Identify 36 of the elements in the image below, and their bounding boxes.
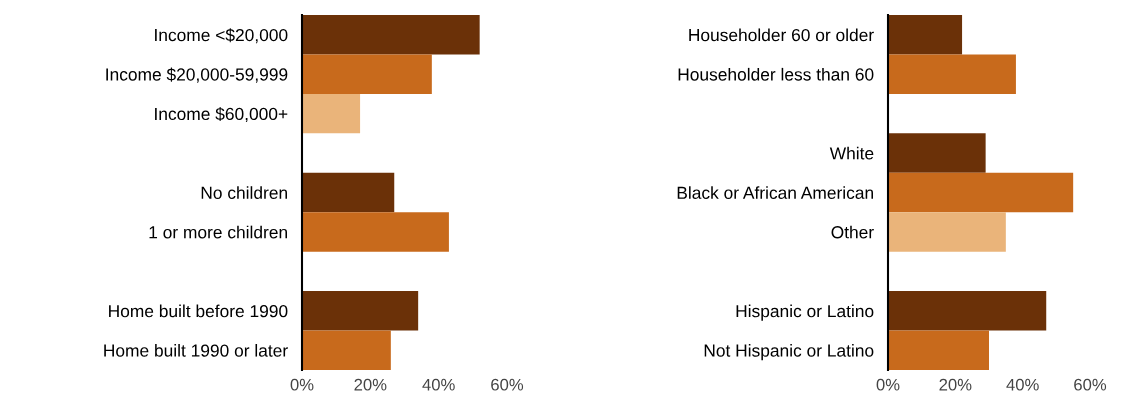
y-tick-label: Black or African American bbox=[677, 186, 873, 199]
bar bbox=[302, 212, 449, 252]
bar bbox=[302, 291, 419, 331]
y-tick-label: Householder 60 or older bbox=[689, 28, 874, 42]
bar bbox=[888, 291, 1047, 331]
bar bbox=[888, 133, 986, 173]
bar bbox=[888, 212, 1006, 252]
bar bbox=[888, 172, 1074, 213]
x-tick-label: 40% bbox=[422, 378, 455, 391]
bar bbox=[302, 54, 432, 94]
bar bbox=[888, 330, 989, 370]
bar bbox=[302, 172, 395, 213]
y-tick-label: No children bbox=[201, 186, 287, 199]
y-tick-label: Home built 1990 or later bbox=[104, 343, 288, 357]
x-tick-label: 60% bbox=[491, 378, 524, 391]
x-tick-label: 0% bbox=[876, 378, 900, 391]
bar bbox=[302, 330, 391, 370]
x-tick-label: 20% bbox=[939, 378, 972, 391]
y-tick-label: 1 or more children bbox=[149, 225, 287, 239]
bar bbox=[302, 93, 361, 134]
x-tick-label: 60% bbox=[1074, 378, 1107, 391]
y-tick-label: Income $60,000+ bbox=[155, 107, 288, 123]
y-tick-label: Home built before 1990 bbox=[109, 304, 288, 318]
bar bbox=[888, 54, 1016, 94]
bar bbox=[302, 15, 480, 55]
y-tick-label: Income <$20,000 bbox=[155, 28, 288, 44]
x-tick-label: 40% bbox=[1006, 378, 1039, 391]
y-tick-label: Householder less than 60 bbox=[678, 67, 874, 81]
y-tick-label: Not Hispanic or Latino bbox=[704, 343, 874, 361]
x-tick-label: 20% bbox=[354, 378, 387, 391]
y-tick-label: Income $20,000-59,999 bbox=[106, 67, 288, 83]
y-tick-label: Hispanic or Latino bbox=[736, 304, 874, 321]
y-tick-label: Other bbox=[831, 225, 874, 239]
x-tick-label: 0% bbox=[290, 378, 314, 391]
y-tick-label: White bbox=[829, 146, 874, 160]
bar bbox=[888, 15, 963, 55]
